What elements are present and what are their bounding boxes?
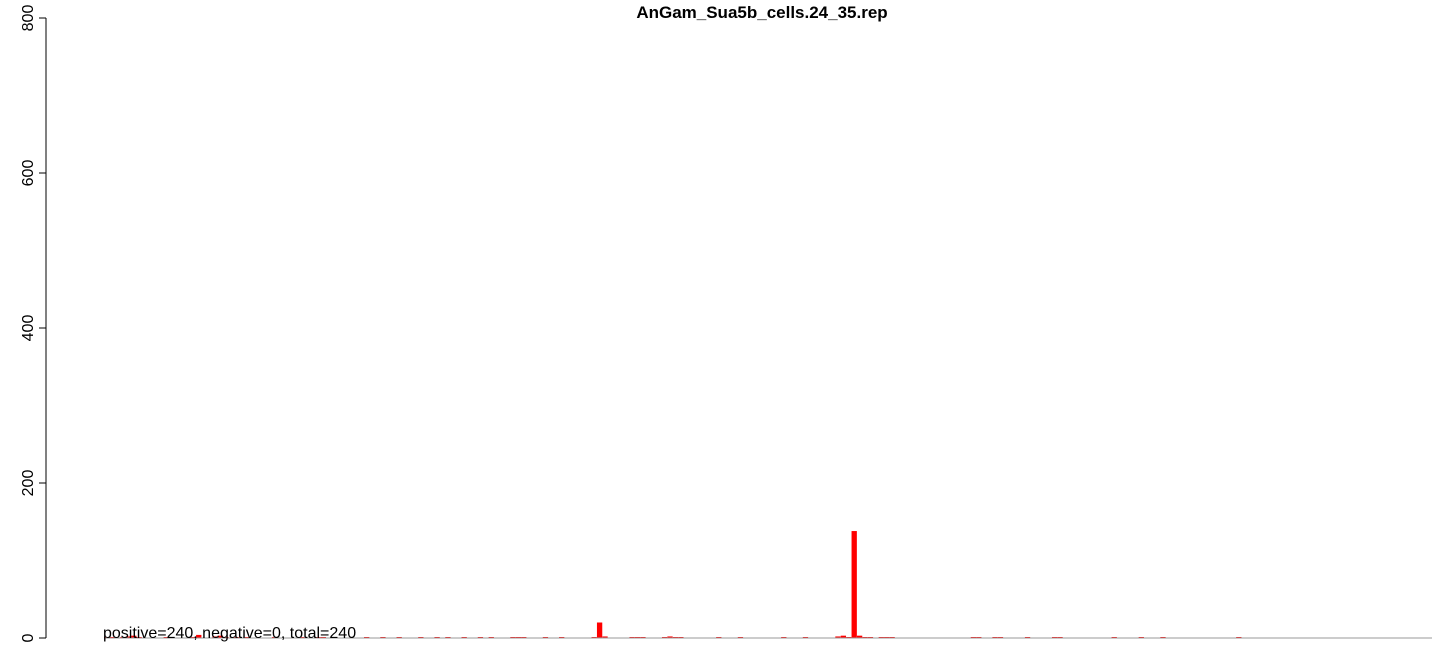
bar xyxy=(835,636,841,638)
bar xyxy=(196,634,202,638)
y-axis: 0 200 400 600 800 xyxy=(20,5,47,642)
bar xyxy=(667,636,673,638)
bar xyxy=(840,635,847,638)
bar xyxy=(131,635,137,638)
bar xyxy=(856,635,863,638)
bar xyxy=(851,531,857,638)
chart-title: AnGam_Sua5b_cells.24_35.rep xyxy=(636,3,887,22)
bar xyxy=(212,636,218,638)
y-tick-label: 600 xyxy=(20,160,37,187)
bar xyxy=(125,636,131,638)
bar xyxy=(602,636,608,638)
bar xyxy=(596,622,603,638)
summary-annotation: positive=240, negative=0, total=240 xyxy=(103,625,356,642)
y-tick-label: 800 xyxy=(20,5,37,32)
y-tick-label: 400 xyxy=(20,315,37,342)
bar xyxy=(217,635,224,638)
bars xyxy=(104,531,1242,638)
y-tick-label: 200 xyxy=(20,470,37,497)
y-tick-label: 0 xyxy=(20,633,37,642)
